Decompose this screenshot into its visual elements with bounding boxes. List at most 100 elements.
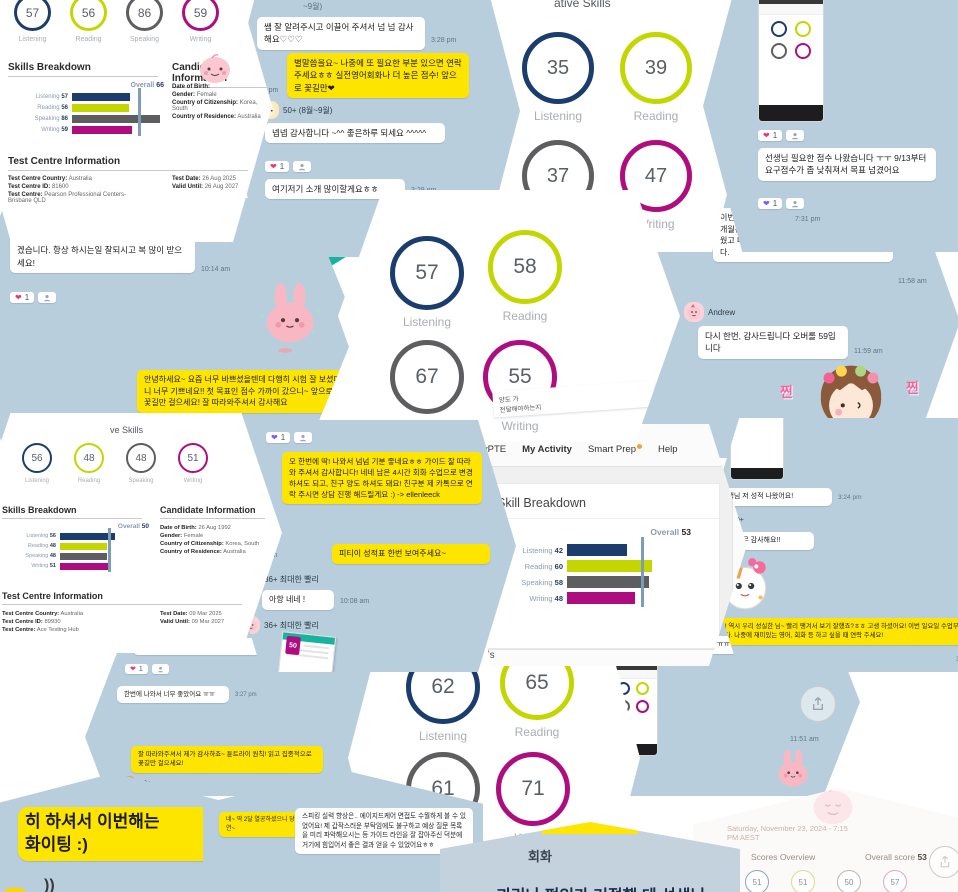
- person-reaction[interactable]: [38, 292, 57, 303]
- speaking-score-circle: 67Speaking: [390, 340, 464, 433]
- share-icon[interactable]: [929, 846, 958, 878]
- communicative-skills-header: ve Skills: [110, 425, 144, 435]
- heart-icon: ❤: [15, 293, 22, 302]
- score-circles-row: 57 Listening 56 Reading 86 Speaking 59 Writi…: [14, 0, 219, 43]
- reading-score-circle: 48 Reading: [74, 443, 104, 484]
- speaking-score-circle: 86 Speaking: [126, 0, 163, 43]
- score-date: Saturday, November 23, 2024 - 7:15 PM AE…: [727, 824, 848, 842]
- heart-icon: ❤: [763, 199, 770, 208]
- test-centre-left: Test Centre Country: Australia Test Cent…: [8, 176, 126, 204]
- reading-mini-circle: 51: [791, 870, 815, 892]
- chat-message: 한번에 나와서 너무 좋았어요 ㅠㅠ: [117, 686, 229, 704]
- timestamp: 10:14 am: [201, 266, 231, 273]
- skill-breakdown-card: Skill Breakdown Overall 53 Listening 42 …: [482, 483, 720, 649]
- skills-breakdown-title: Skills Breakdown: [8, 62, 158, 77]
- duck-sticker: [0, 877, 44, 892]
- sender-name: 50+ (8월~9월): [283, 105, 333, 115]
- test-centre-information-title: Test Centre Information: [8, 156, 248, 171]
- score-badge: 50: [285, 635, 301, 656]
- reaction-row: ❤ 1: [758, 198, 805, 209]
- phone-screenshot-thumbnail[interactable]: ▬▬▬▬▬: [730, 418, 784, 480]
- page-background: Skill Breakdown Overall 53 Listening 42 …: [469, 466, 733, 650]
- heart-reaction[interactable]: ❤ 1: [758, 130, 783, 141]
- score-report-tile-2: ve Skills 56 Listening 48 Reading 48 Speaki…: [0, 413, 282, 653]
- person-reaction[interactable]: [293, 161, 312, 172]
- sticker-text: 찐: [906, 380, 919, 396]
- reaction-row: ❤ 1: [266, 432, 313, 443]
- timestamp: 3:28 pm: [431, 37, 457, 44]
- phone-status-bar: [759, 0, 823, 4]
- share-icon[interactable]: [800, 686, 836, 722]
- timestamp: 11:51 am: [790, 736, 819, 743]
- chat-message: 다시 한번, 감사드립니다 오버롤 59입니다: [698, 326, 848, 359]
- chat-message-sent: 오 한번에 딱! 나와서 넘넘 기분 좋네요ㅎㅎ 가이드 잘 따라와 주셔서 감…: [282, 452, 482, 504]
- writing-score-circle: 71Writing: [496, 752, 570, 845]
- chat-message-sent: 피티이 성적표 한번 보여주세요~: [332, 544, 490, 564]
- heart-reaction[interactable]: ❤ 1: [265, 161, 290, 172]
- mini-score-circles-row: 51 51 50 57: [745, 870, 907, 892]
- reading-score-circle: 39 Reading: [620, 32, 692, 123]
- overall-marker: [107, 528, 111, 572]
- chat-message: 아항 네네 !: [262, 590, 334, 610]
- heart-reaction[interactable]: ❤ 1: [266, 432, 291, 443]
- writing-score-circle: 51 Writing: [178, 443, 208, 484]
- person-reaction[interactable]: [786, 198, 805, 209]
- chat-sender: 36+ 최대한 빨리: [242, 616, 319, 634]
- timestamp: 3:24 pm: [838, 494, 862, 501]
- listening-score-circle: 57 Listening: [390, 236, 464, 329]
- timestamp: 10:08 am: [340, 598, 370, 605]
- timestamp: 3:27 pm: [235, 692, 257, 698]
- overall-marker: [640, 537, 644, 607]
- reaction-row: ❤ 1: [758, 130, 805, 141]
- kakao-chat-tile-1: ~9월) 쌤 잘 알려주시고 이끌어 주셔서 넘 넘 감사해요♡♡♡ 3:28 …: [225, 0, 520, 257]
- nav-my-activity[interactable]: My Activity: [522, 444, 572, 455]
- writing-score-circle: 55 Writing: [483, 340, 557, 433]
- sender-name: 36+ 최대한 빨리: [264, 620, 319, 630]
- speaking-score-circle: 48 Speaking: [126, 443, 156, 484]
- writing-score-circle: 47 Writing: [620, 140, 692, 231]
- heart-icon: ❤: [271, 433, 278, 442]
- skill-breakdown-title: Skill Breakdown: [483, 484, 719, 519]
- phone-screenshot-thumbnail[interactable]: [758, 0, 824, 122]
- sender-name: Andrew: [708, 307, 736, 317]
- nav-help[interactable]: Help: [658, 444, 678, 455]
- chat-sender: Andrew: [684, 302, 735, 322]
- notification-dot-icon: [637, 444, 642, 449]
- kakao-chat-tile-2: ❤ 1 선생님 필요한 점수 나왔습니다 ㅜㅜ 9/13부터 요구점수가 좀 낮춰…: [703, 0, 958, 252]
- person-reaction[interactable]: [786, 130, 805, 141]
- heart-reaction[interactable]: ❤ 1: [125, 664, 148, 674]
- heart-reaction[interactable]: ❤ 1: [10, 292, 35, 303]
- test-centre-left: Test Centre Country: Australia Test Cent…: [2, 611, 84, 633]
- apeach-party-avatar[interactable]: [684, 302, 704, 322]
- timestamp: 3:25 pm: [956, 656, 958, 663]
- reaction-row: ❤ 1: [125, 664, 169, 674]
- person-reaction[interactable]: [151, 664, 169, 674]
- pte-website-tile: | PTE myPTE My Activity Smart Prep Help …: [455, 424, 747, 666]
- chat-message: 선생님 저 성적 나왔어요!: [714, 488, 832, 507]
- score-circles-row: 56 Listening 48 Reading 48 Speaking 51 Writi…: [22, 443, 208, 484]
- chat-message-sent: 안녕하세요~ 요즘 너무 바쁘셨을텐데 다행히 시험 잘 보셨다니 너무 기쁘네…: [137, 370, 349, 413]
- banner-big-text: 괴리나 펴인가 거절했 데 선생님: [496, 882, 705, 892]
- chat-header-fragment: ~9월): [303, 2, 323, 11]
- bunny-sticker: [770, 748, 816, 796]
- overall-score: Overall score 53: [865, 852, 927, 862]
- sender-name: 36+ 최대한 빨리: [264, 574, 319, 584]
- test-centre-right: Test Date: 09 Mar 2025 Valid Until: 09 M…: [160, 611, 225, 625]
- communicative-skills-header: ative Skills: [554, 0, 611, 10]
- chat-message: 스피킹 실력 향상은.. 에이지드케어 면접도 수월하게 볼 수 있었어요! 제…: [295, 808, 473, 855]
- phone-nav-bar: [759, 105, 823, 121]
- nav-mypte[interactable]: myPTE: [475, 444, 507, 455]
- chat-message-sent: 잘 따라와주셔서 제가 감사하죠~ 튠트라이 원칙! 읽고 집중적으로 꽃길만 …: [131, 746, 323, 773]
- nav-smart-prep[interactable]: Smart Prep: [588, 444, 642, 455]
- mini-score-circles: [759, 15, 823, 59]
- candidate-information: Date of Birth: 26 Aug 1992 Gender: Femal…: [160, 525, 260, 555]
- heart-reaction[interactable]: ❤ 1: [758, 198, 783, 209]
- certificate-thumbnail[interactable]: 50: [277, 631, 337, 672]
- timestamp: 7:31 pm: [795, 216, 821, 223]
- heart-icon: ❤: [130, 666, 136, 673]
- candidate-information-title: Candidate Information: [172, 62, 267, 88]
- bunny-sticker: [255, 280, 325, 363]
- timestamp: 11:58 am: [898, 278, 927, 285]
- person-reaction[interactable]: [294, 432, 313, 443]
